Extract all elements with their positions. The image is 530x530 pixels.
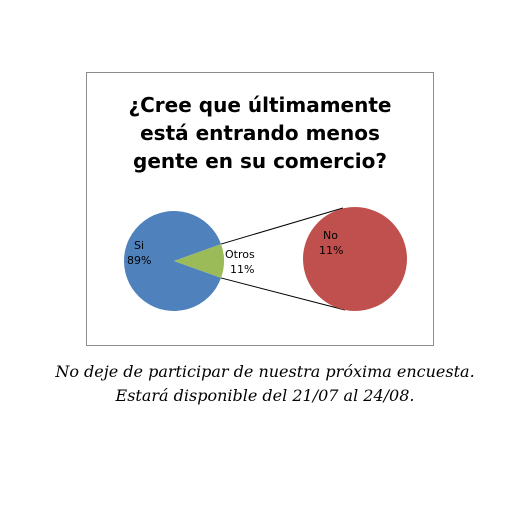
footer-line-1: No deje de participar de nuestra próxima… (55, 362, 475, 381)
chart-title-line-3: gente en su comercio? (133, 149, 387, 173)
pie-of-pie-chart: Si 89% Otros 11% No 11% (124, 207, 407, 311)
chart-title: ¿Cree que últimamente está entrando meno… (87, 91, 433, 175)
chart-title-line-2: está entrando menos (140, 121, 380, 145)
pie-slice-otros (174, 244, 224, 278)
connector-line-bottom (220, 277, 346, 311)
secondary-slice-value-no: 11% (319, 244, 343, 257)
connector-line-top (220, 207, 344, 245)
footer-note: No deje de participar de nuestra próxima… (0, 360, 530, 408)
slice-label-otros: Otros (225, 248, 255, 261)
pie-slice-si (124, 211, 222, 311)
slice-value-si: 89% (127, 254, 151, 267)
secondary-slice-label-no: No (323, 229, 338, 242)
slice-value-otros: 11% (230, 263, 254, 276)
chart-title-line-1: ¿Cree que últimamente (128, 93, 392, 117)
chart-frame: ¿Cree que últimamente está entrando meno… (86, 72, 434, 346)
slice-label-si: Si (134, 239, 144, 252)
secondary-pie-slice-no (303, 207, 407, 311)
footer-line-2: Estará disponible del 21/07 al 24/08. (115, 386, 415, 405)
